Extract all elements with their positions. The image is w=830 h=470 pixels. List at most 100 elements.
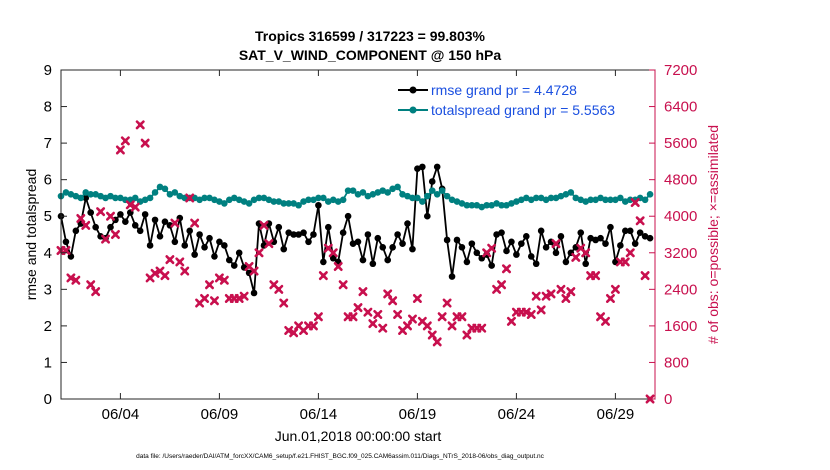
legend-box	[392, 78, 606, 122]
obs-count-point	[308, 321, 318, 331]
obs-count-marker-core	[633, 200, 638, 205]
obs-count-marker-core	[321, 273, 326, 278]
obs-count-point	[279, 298, 289, 308]
obs-count-marker-core	[162, 273, 168, 278]
totalspread-point	[235, 196, 243, 204]
obs-count-point	[373, 309, 383, 319]
obs-count-point	[135, 120, 145, 130]
obs-count-point	[407, 314, 417, 324]
obs-count-point	[170, 218, 180, 228]
totalspread-point	[552, 194, 560, 202]
rmse-point	[72, 227, 80, 235]
y2-tick-label: 5600	[664, 135, 697, 152]
obs-count-marker-core	[311, 323, 316, 329]
rmse-point	[107, 223, 114, 231]
rmse-point	[235, 249, 243, 257]
obs-count-marker-core	[454, 314, 460, 319]
rmse-point	[295, 231, 302, 238]
obs-count-marker-core	[390, 298, 395, 303]
obs-count-marker-core	[583, 250, 588, 255]
rmse-point	[463, 258, 471, 266]
obs-count-marker-core	[395, 312, 400, 317]
obs-count-point	[200, 293, 210, 303]
obs-count-point	[363, 307, 373, 317]
rmse-point	[329, 254, 337, 262]
x-tick-label: 06/29	[597, 406, 635, 423]
obs-count-point	[412, 293, 422, 303]
obs-count-point	[333, 261, 343, 271]
rmse-point	[513, 251, 520, 258]
rmse-point	[424, 212, 431, 220]
obs-count-marker-core	[192, 220, 197, 226]
x-tick-label: 06/19	[399, 406, 437, 423]
totalspread-point	[602, 196, 609, 204]
obs-count-marker-core	[133, 204, 138, 210]
obs-count-point	[101, 234, 111, 244]
obs-count-marker-core	[380, 325, 385, 331]
obs-count-marker-core	[430, 332, 435, 338]
obs-count-marker-core	[345, 314, 351, 319]
obs-count-marker-core	[251, 268, 257, 274]
rmse-point	[488, 262, 495, 269]
y2-tick-label: 0	[664, 391, 672, 408]
rmse-point	[631, 240, 639, 247]
rmse-point	[597, 234, 604, 242]
obs-count-marker-core	[514, 309, 519, 315]
totalspread-point	[513, 198, 520, 205]
rmse-point	[646, 234, 654, 242]
y2-tick-label: 6400	[664, 99, 697, 116]
rmse-point	[349, 240, 357, 247]
totalspread-point	[527, 196, 535, 204]
obs-count-marker-core	[479, 325, 484, 331]
x-tick-label: 06/24	[498, 406, 536, 423]
rmse-point	[582, 260, 589, 268]
obs-count-point	[76, 214, 86, 224]
totalspread-point	[369, 190, 377, 198]
rmse-point	[458, 243, 466, 251]
obs-count-marker-core	[98, 209, 103, 214]
obs-count-marker-core	[553, 241, 559, 246]
obs-count-marker-core	[449, 323, 455, 329]
obs-count-marker-core	[281, 300, 286, 306]
rmse-point	[156, 233, 164, 240]
obs-count-point	[209, 296, 219, 306]
rmse-point	[216, 238, 223, 246]
totalspread-point	[166, 190, 174, 198]
obs-count-point	[556, 284, 566, 294]
totalspread-point	[518, 196, 525, 204]
totalspread-point	[354, 190, 362, 198]
obs-count-point	[625, 248, 635, 258]
rmse-point	[275, 223, 283, 231]
obs-count-point	[358, 287, 368, 297]
obs-count-point	[81, 220, 91, 230]
rmse-point	[384, 256, 392, 264]
totalspread-point	[468, 201, 476, 209]
obs-count-point	[219, 275, 229, 285]
totalspread-point	[72, 192, 80, 200]
obs-count-point	[378, 323, 388, 333]
obs-count-marker-core	[103, 236, 108, 242]
legend-rmse-label: rmse grand pr = 4.4728	[431, 82, 577, 98]
totalspread-point	[537, 194, 545, 202]
obs-count-marker-core	[504, 266, 509, 271]
obs-count-point	[160, 271, 170, 281]
obs-count-marker-core	[534, 293, 539, 299]
totalspread-point	[334, 198, 342, 205]
rmse-point	[508, 238, 515, 246]
rmse-point	[171, 238, 179, 246]
obs-count-marker-core	[167, 257, 173, 262]
obs-count-marker-core	[499, 282, 504, 287]
obs-count-marker-core	[331, 250, 336, 255]
totalspread-point	[230, 194, 238, 202]
obs-count-point	[635, 216, 645, 226]
rmse-point	[146, 242, 154, 249]
rmse-point	[409, 245, 416, 253]
x-axis-label: Jun.01,2018 00:00:00 start	[275, 428, 442, 444]
totalspread-point	[374, 189, 382, 196]
obs-count-marker-core	[529, 312, 534, 317]
rmse-point	[250, 289, 258, 297]
obs-count-point	[403, 321, 412, 331]
obs-count-marker-core	[360, 289, 366, 294]
obs-count-marker-core	[410, 316, 415, 322]
